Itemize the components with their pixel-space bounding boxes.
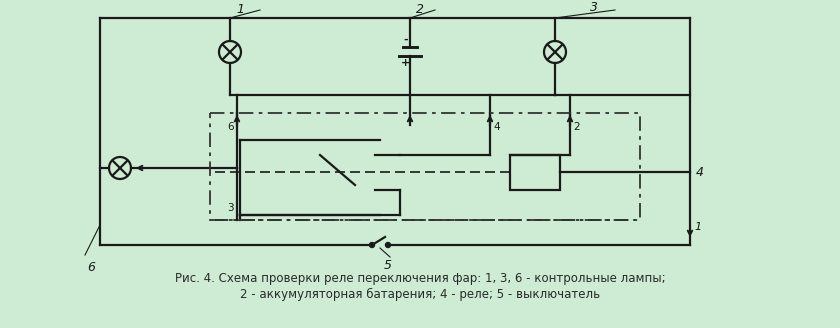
Text: 4: 4 [696, 166, 704, 178]
Bar [210, 113, 640, 220]
Text: 1: 1 [694, 222, 701, 232]
Text: 3: 3 [228, 203, 234, 213]
Text: 3: 3 [590, 1, 598, 14]
Text: 1: 1 [236, 3, 244, 16]
Text: 5: 5 [384, 259, 392, 272]
Text: 2: 2 [573, 122, 580, 132]
Text: 2 - аккумуляторная батарения; 4 - реле; 5 - выключатель: 2 - аккумуляторная батарения; 4 - реле; … [240, 288, 600, 301]
Text: +: + [402, 58, 411, 68]
Text: 6: 6 [87, 261, 95, 274]
Text: Рис. 4. Схема проверки реле переключения фар: 1, 3, 6 - контрольные лампы;: Рис. 4. Схема проверки реле переключения… [175, 272, 665, 285]
Bar [510, 155, 560, 190]
Text: 2: 2 [416, 3, 424, 16]
Text: 4: 4 [493, 122, 500, 132]
Circle shape [386, 242, 391, 248]
Circle shape [370, 242, 375, 248]
Text: 6: 6 [228, 122, 234, 132]
Text: -: - [404, 35, 408, 45]
